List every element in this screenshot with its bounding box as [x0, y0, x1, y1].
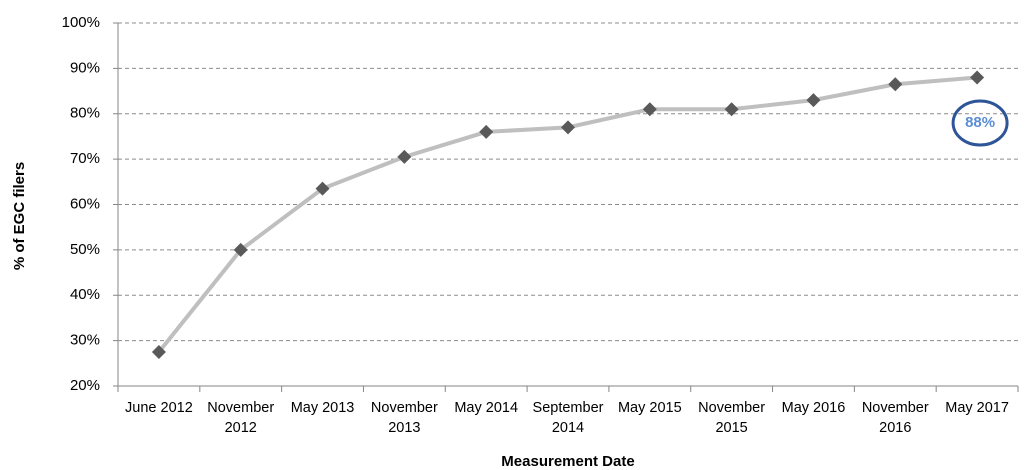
x-tick-label: May 2013 [290, 400, 355, 416]
data-point [642, 102, 657, 117]
annotation-circle [951, 99, 1009, 147]
data-point [397, 149, 412, 164]
x-tick-label: May 2014 [454, 400, 519, 416]
x-axis-title: Measurement Date [501, 453, 634, 470]
y-tick-label: 50% [70, 241, 100, 258]
y-tick-label: 60% [70, 195, 100, 212]
data-point [233, 242, 248, 257]
y-tick-label: 90% [70, 59, 100, 76]
x-tick-label: November 2012 [207, 400, 275, 436]
y-axis-title: % of EGC filers [11, 162, 28, 270]
data-point [888, 77, 903, 92]
data-point [479, 124, 494, 139]
annotation: 88% [965, 114, 995, 131]
y-tick-label: 20% [70, 377, 100, 394]
x-tick-label: June 2012 [125, 400, 193, 416]
series-line [157, 75, 978, 354]
x-tick-label: May 2017 [945, 400, 1009, 416]
x-tick-label: November 2013 [370, 400, 438, 436]
x-tick-label: May 2016 [781, 400, 846, 416]
y-tick-label: 80% [70, 105, 100, 122]
y-tick-label: 100% [62, 14, 100, 31]
data-point [970, 70, 985, 85]
y-tick-label: 40% [70, 286, 100, 303]
data-point [724, 102, 739, 117]
y-tick-label: 70% [70, 150, 100, 167]
x-tick-label: November 2016 [861, 400, 929, 436]
y-tick-label: 30% [70, 332, 100, 349]
x-tick-label: May 2015 [617, 400, 682, 416]
data-point [315, 181, 330, 196]
data-point [806, 93, 821, 108]
data-point [151, 344, 166, 359]
x-tick-label: November 2015 [698, 400, 766, 436]
data-point [561, 120, 575, 135]
x-tick-label: September 2014 [532, 400, 604, 436]
